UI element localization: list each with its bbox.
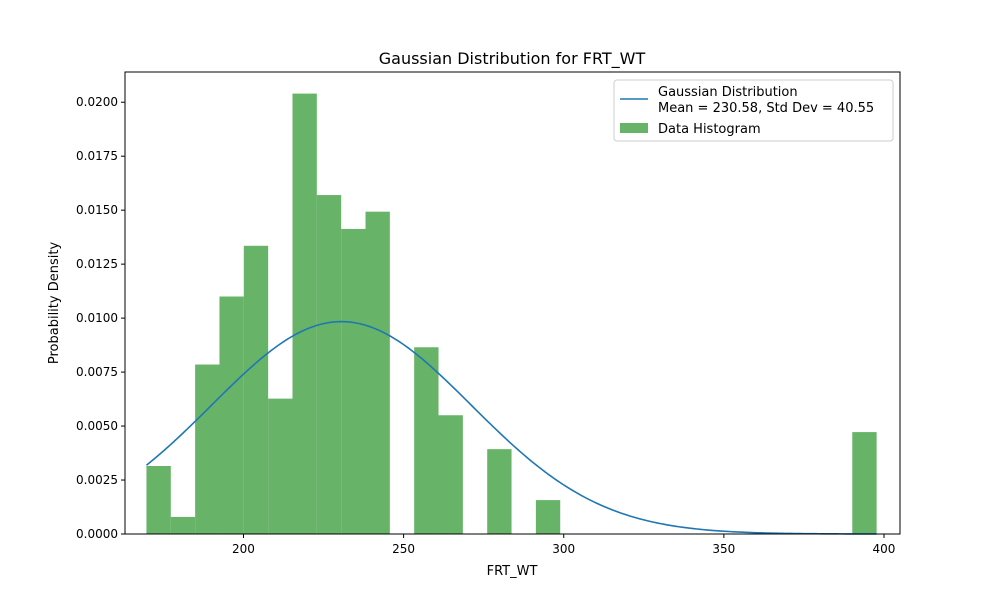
gaussian-curve: [145, 320, 877, 535]
legend-histogram-label: Data Histogram: [658, 122, 761, 137]
histogram-bar: [195, 364, 220, 534]
legend-gaussian-label: Gaussian Distribution: [658, 85, 798, 100]
histogram-bar: [292, 93, 317, 535]
y-tick-label: 0.0100: [76, 311, 118, 325]
histogram-bar: [268, 398, 293, 534]
histogram-bar: [219, 296, 244, 534]
y-tick-label: 0.0025: [76, 473, 118, 487]
histogram-bar: [535, 500, 561, 534]
histogram-bar: [316, 195, 342, 534]
y-tick-label: 0.0175: [76, 149, 118, 163]
legend-histogram-swatch: [620, 123, 648, 133]
histogram-bars: [146, 93, 877, 535]
y-tick-label: 0.0150: [76, 203, 118, 217]
x-axis: 200 250 300 350 400: [232, 534, 895, 556]
x-tick-label: 200: [232, 542, 255, 556]
legend-box: [613, 79, 894, 142]
legend-gaussian-stats: Mean = 230.58, Std Dev = 40.55: [658, 101, 874, 116]
histogram-bar: [487, 449, 512, 534]
x-tick-label: 250: [392, 542, 415, 556]
y-tick-label: 0.0075: [76, 365, 118, 379]
histogram-bar: [146, 465, 171, 534]
chart-title: Gaussian Distribution for FRT_WT: [379, 49, 646, 69]
histogram-bar: [243, 245, 269, 534]
x-tick-label: 300: [552, 542, 575, 556]
gaussian-curve-layer: [145, 320, 877, 535]
histogram-bar: [365, 211, 390, 534]
y-tick-label: 0.0000: [76, 527, 118, 541]
x-axis-label: FRT_WT: [487, 564, 538, 579]
histogram-bar: [438, 415, 463, 534]
histogram-bar: [170, 516, 196, 534]
y-tick-label: 0.0200: [76, 95, 118, 109]
legend: Gaussian Distribution Mean = 230.58, Std…: [613, 79, 894, 142]
y-tick-label: 0.0050: [76, 419, 118, 433]
y-axis: 0.0000 0.0025 0.0050 0.0075 0.0100 0.0125 0.01…: [76, 95, 125, 541]
y-axis-label: Probability Density: [47, 242, 62, 365]
plot-frame: [124, 71, 901, 535]
x-tick-label: 350: [712, 542, 735, 556]
histogram-bar: [414, 347, 439, 534]
x-tick-label: 400: [873, 542, 896, 556]
histogram-bar: [852, 432, 877, 534]
y-tick-label: 0.0125: [76, 257, 118, 271]
histogram-bar: [341, 228, 366, 534]
